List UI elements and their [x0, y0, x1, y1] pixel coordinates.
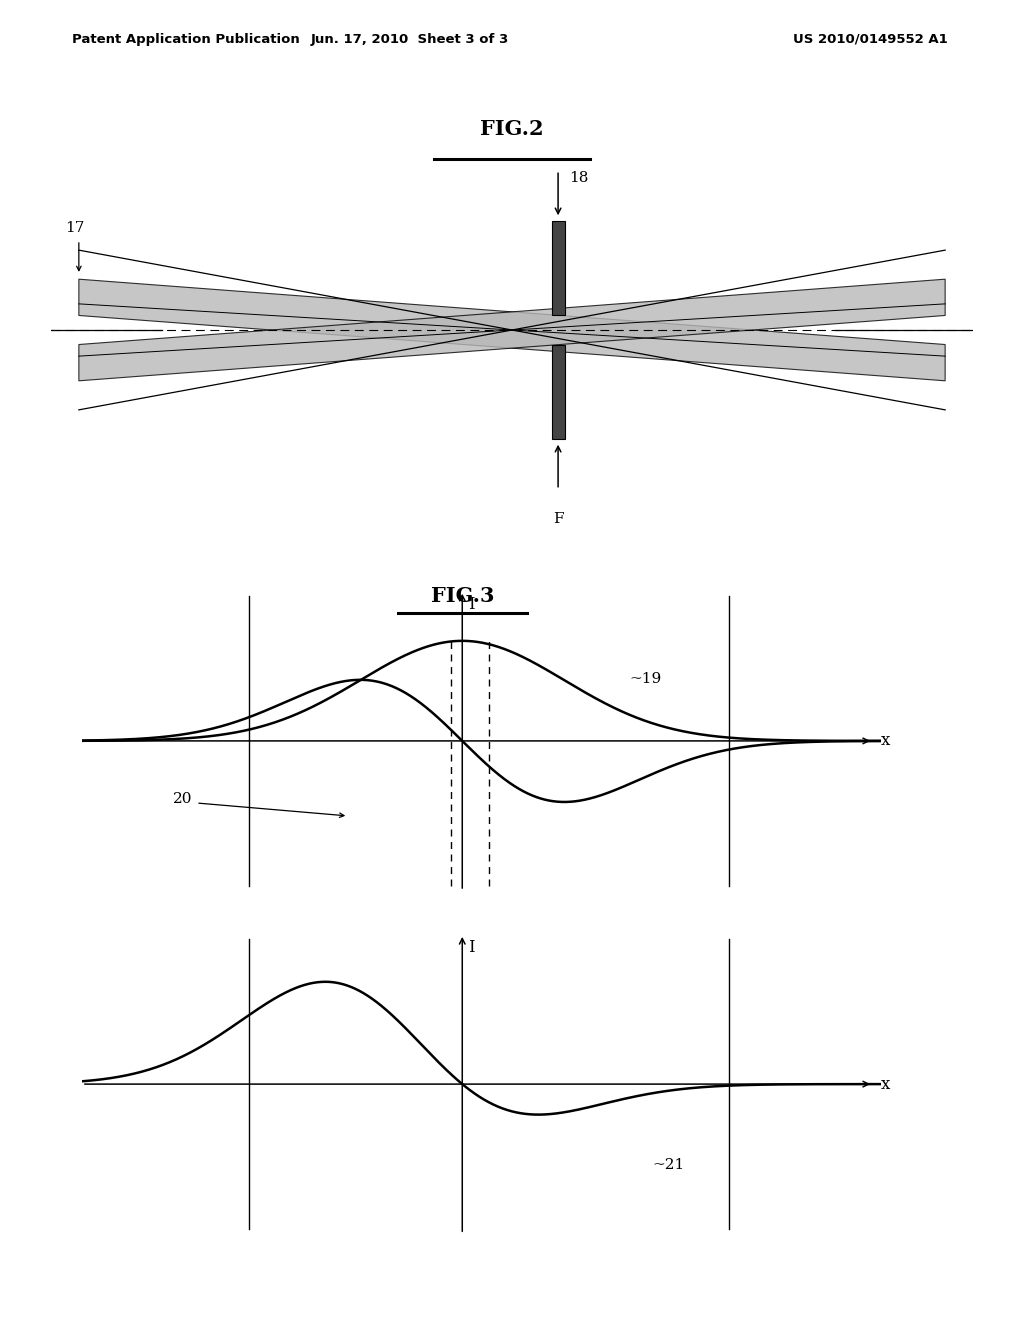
Text: Jun. 17, 2010  Sheet 3 of 3: Jun. 17, 2010 Sheet 3 of 3: [310, 33, 509, 46]
Text: Patent Application Publication: Patent Application Publication: [72, 33, 299, 46]
Text: F: F: [553, 512, 563, 525]
Text: ~19: ~19: [630, 672, 662, 686]
Text: x: x: [881, 1076, 890, 1093]
Text: I: I: [468, 595, 475, 612]
Text: ~21: ~21: [652, 1158, 685, 1172]
Text: 18: 18: [569, 170, 589, 185]
Text: US 2010/0149552 A1: US 2010/0149552 A1: [793, 33, 948, 46]
Polygon shape: [79, 280, 945, 380]
Polygon shape: [79, 280, 945, 380]
Bar: [552, 345, 564, 438]
Text: 17: 17: [66, 222, 84, 235]
Text: x: x: [881, 733, 890, 750]
Text: FIG.3: FIG.3: [430, 586, 494, 606]
Text: 20: 20: [173, 792, 193, 807]
Text: FIG.2: FIG.2: [480, 120, 544, 140]
Text: I: I: [468, 939, 475, 956]
Bar: [552, 220, 564, 315]
